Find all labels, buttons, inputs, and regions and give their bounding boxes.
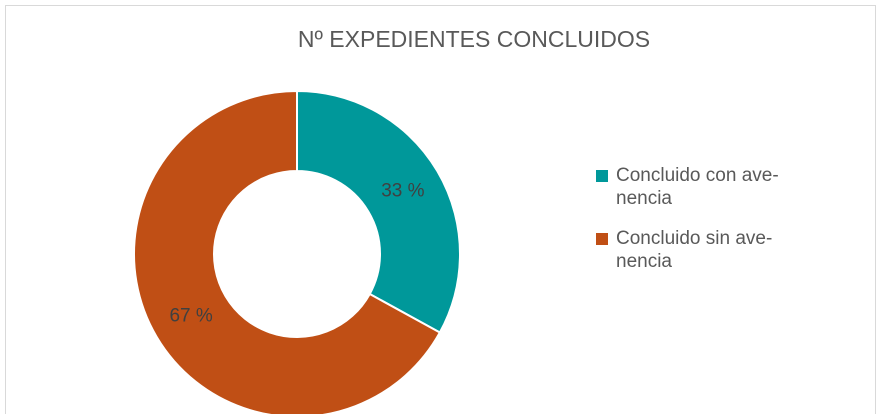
legend-swatch [596, 233, 608, 245]
data-label: 33 % [381, 180, 424, 201]
legend-swatch [596, 170, 608, 182]
chart-title: Nº EXPEDIENTES CONCLUIDOS [298, 26, 650, 52]
legend-item: Concluido sin ave-nencia [596, 227, 826, 273]
data-label: 67 % [169, 306, 212, 327]
legend-label: Concluido con ave-nencia [616, 165, 779, 209]
donut-slice [296, 89, 461, 334]
legend-item: Concluido con ave-nencia [596, 164, 826, 210]
donut-slice [133, 89, 442, 414]
legend-label: Concluido sin ave-nencia [616, 228, 773, 272]
